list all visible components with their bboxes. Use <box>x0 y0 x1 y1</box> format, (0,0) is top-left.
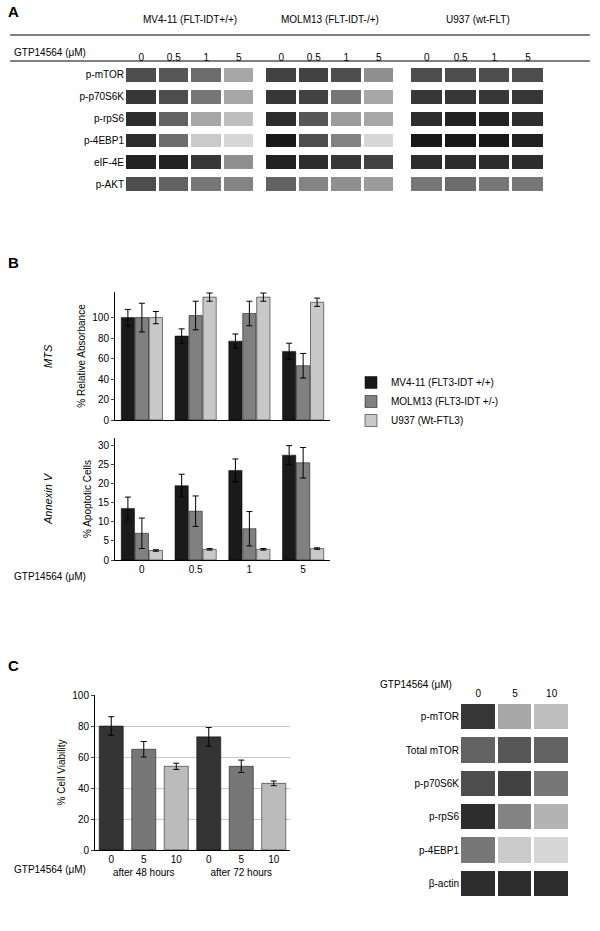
svg-text:10: 10 <box>171 854 183 865</box>
svg-text:0: 0 <box>108 854 114 865</box>
svg-text:0: 0 <box>103 415 109 426</box>
svg-text:U937 (Wt-FTL3): U937 (Wt-FTL3) <box>391 415 463 426</box>
svg-text:p-p70S6K: p-p70S6K <box>80 91 125 102</box>
svg-text:GTP14564 (μM): GTP14564 (μM) <box>380 679 452 690</box>
svg-text:15: 15 <box>98 497 110 508</box>
svg-text:1: 1 <box>492 52 498 63</box>
svg-text:A: A <box>8 3 19 20</box>
svg-text:5: 5 <box>376 52 382 63</box>
svg-text:0: 0 <box>424 52 430 63</box>
svg-text:100: 100 <box>72 690 89 701</box>
svg-text:Annexin V: Annexin V <box>42 472 54 525</box>
svg-text:1: 1 <box>343 52 349 63</box>
svg-text:p-mTOR: p-mTOR <box>86 69 124 80</box>
svg-text:0: 0 <box>83 845 89 856</box>
svg-text:5: 5 <box>512 688 518 699</box>
svg-text:10: 10 <box>546 688 558 699</box>
svg-text:p-rpS6: p-rpS6 <box>429 811 459 822</box>
svg-text:5: 5 <box>238 854 244 865</box>
svg-text:p-p70S6K: p-p70S6K <box>415 778 460 789</box>
svg-text:% Apoptotic Cells: % Apoptotic Cells <box>82 460 93 538</box>
svg-text:Total mTOR: Total mTOR <box>406 745 459 756</box>
svg-text:β-actin: β-actin <box>429 878 459 889</box>
svg-text:p-4EBP1: p-4EBP1 <box>84 135 124 146</box>
svg-text:% Cell Viability: % Cell Viability <box>56 740 67 806</box>
svg-text:GTP14564 (μM): GTP14564 (μM) <box>14 47 86 58</box>
svg-text:80: 80 <box>78 721 90 732</box>
svg-text:MOLM13 (FLT-IDT-/+): MOLM13 (FLT-IDT-/+) <box>281 14 379 25</box>
svg-text:5: 5 <box>525 52 531 63</box>
svg-text:0.5: 0.5 <box>307 52 321 63</box>
svg-text:after 48 hours: after 48 hours <box>113 867 175 878</box>
svg-text:MTS: MTS <box>42 344 54 368</box>
svg-text:0.5: 0.5 <box>189 564 203 575</box>
svg-text:p-rpS6: p-rpS6 <box>94 113 124 124</box>
svg-text:MV4-11 (FLT-IDT+/+): MV4-11 (FLT-IDT+/+) <box>143 14 237 25</box>
svg-text:0: 0 <box>476 688 482 699</box>
svg-text:10: 10 <box>98 516 110 527</box>
svg-text:40: 40 <box>98 374 110 385</box>
svg-text:0: 0 <box>139 564 145 575</box>
svg-text:MOLM13 (FLT3-IDT +/-): MOLM13 (FLT3-IDT +/-) <box>391 396 498 407</box>
svg-text:20: 20 <box>98 478 110 489</box>
svg-text:10: 10 <box>268 854 280 865</box>
svg-text:p-mTOR: p-mTOR <box>421 711 459 722</box>
svg-text:0.5: 0.5 <box>167 52 181 63</box>
svg-text:5: 5 <box>141 854 147 865</box>
svg-text:1: 1 <box>247 564 253 575</box>
svg-text:eIF-4E: eIF-4E <box>94 157 124 168</box>
svg-text:40: 40 <box>78 783 90 794</box>
svg-text:60: 60 <box>78 752 90 763</box>
svg-text:p-AKT: p-AKT <box>96 179 124 190</box>
svg-text:80: 80 <box>98 333 110 344</box>
svg-text:after 72 hours: after 72 hours <box>210 867 272 878</box>
svg-text:5: 5 <box>300 564 306 575</box>
svg-text:GTP14564 (μM): GTP14564 (μM) <box>14 864 86 875</box>
svg-text:GTP14564 (μM): GTP14564 (μM) <box>14 571 86 582</box>
svg-text:20: 20 <box>98 394 110 405</box>
svg-text:5: 5 <box>103 535 109 546</box>
svg-text:U937 (wt-FLT): U937 (wt-FLT) <box>446 14 510 25</box>
svg-text:0: 0 <box>138 52 144 63</box>
svg-text:60: 60 <box>98 353 110 364</box>
svg-text:p-4EBP1: p-4EBP1 <box>419 845 459 856</box>
svg-text:30: 30 <box>98 440 110 451</box>
svg-text:25: 25 <box>98 459 110 470</box>
svg-text:5: 5 <box>236 52 242 63</box>
svg-text:0: 0 <box>103 555 109 566</box>
svg-text:C: C <box>8 657 19 674</box>
svg-text:0: 0 <box>206 854 212 865</box>
svg-text:0: 0 <box>278 52 284 63</box>
svg-text:B: B <box>8 254 19 271</box>
svg-text:100: 100 <box>92 312 109 323</box>
svg-text:0.5: 0.5 <box>454 52 468 63</box>
svg-text:1: 1 <box>203 52 209 63</box>
svg-text:20: 20 <box>78 814 90 825</box>
svg-text:% Relative Absorbance: % Relative Absorbance <box>76 304 87 408</box>
svg-text:MV4-11 (FLT3-IDT +/+): MV4-11 (FLT3-IDT +/+) <box>391 377 494 388</box>
